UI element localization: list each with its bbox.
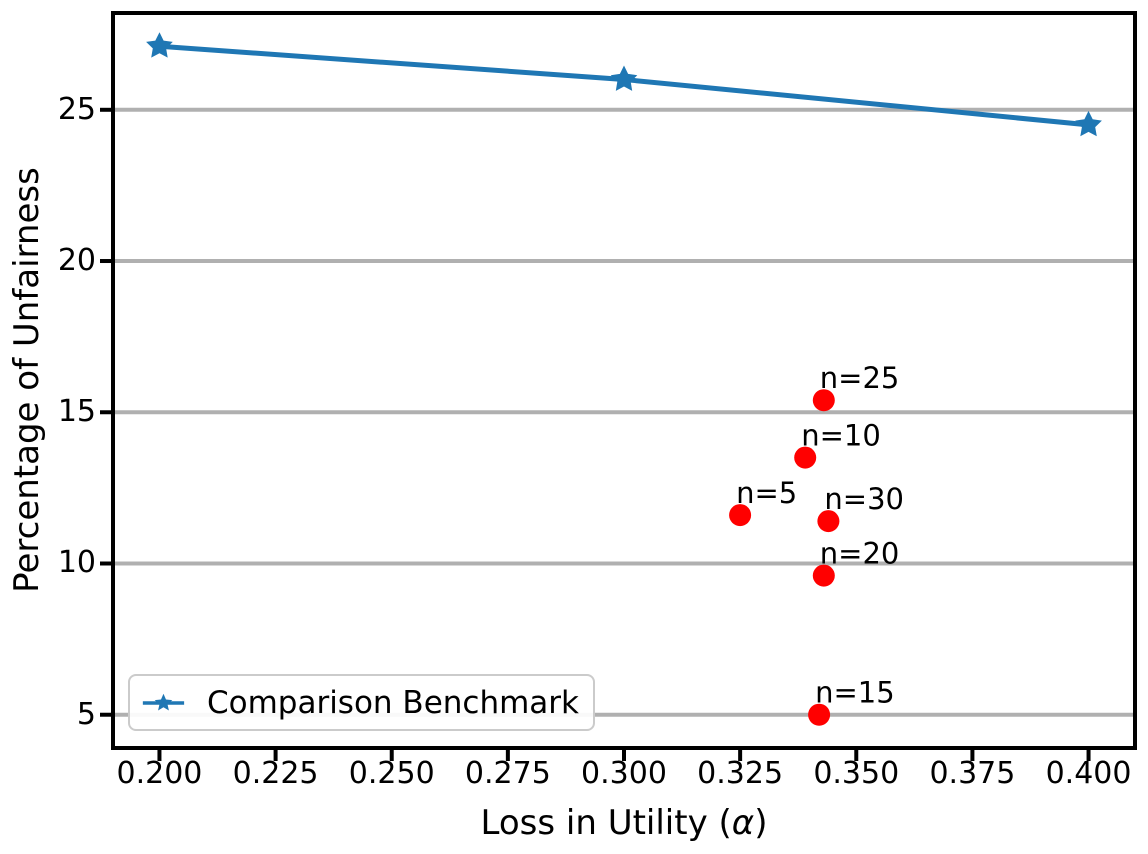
legend-line-star-icon	[142, 693, 185, 710]
plot-border	[111, 11, 1137, 750]
scatter-point-n=30	[817, 510, 840, 533]
y-tick-label: 5	[76, 696, 96, 732]
y-tick-label: 10	[57, 545, 96, 581]
x-tick-label: 0.350	[813, 756, 900, 791]
annotation-n=20: n=20	[820, 537, 900, 571]
scatter-point-n=15	[808, 703, 831, 726]
scatter-point-n=25	[812, 389, 835, 412]
benchmark-star-marker	[1075, 110, 1102, 137]
annotation-n=30: n=30	[824, 482, 904, 516]
annotation-n=5: n=5	[736, 476, 797, 510]
legend-label: Comparison Benchmark	[206, 684, 579, 721]
x-axis-label-prefix: Loss in Utility (	[480, 803, 732, 843]
x-tick-label: 0.225	[232, 756, 319, 791]
x-tick-label: 0.300	[581, 756, 667, 791]
y-tick-label: 25	[57, 91, 96, 127]
legend: Comparison Benchmark	[128, 674, 595, 731]
scatter-point-n=20	[812, 564, 835, 587]
x-tick-label: 0.325	[697, 756, 784, 791]
annotation-n=25: n=25	[820, 361, 900, 395]
x-tick-label: 0.250	[348, 756, 435, 791]
x-axis-label-alpha: α	[731, 803, 755, 843]
scatter-point-n=5	[729, 504, 752, 527]
x-tick-label: 0.400	[1045, 756, 1132, 791]
legend-sample-star	[154, 693, 173, 710]
scatter-point-n=10	[794, 446, 817, 469]
x-axis-label-suffix: )	[754, 803, 768, 843]
benchmark-star-marker	[146, 32, 173, 58]
x-tick-label: 0.275	[464, 756, 551, 791]
x-axis-label: Loss in Utility (α)	[324, 804, 924, 842]
annotation-n=15: n=15	[815, 676, 895, 710]
y-tick-label: 20	[57, 243, 96, 279]
x-tick-label: 0.200	[116, 756, 203, 791]
annotation-n=10: n=10	[801, 419, 881, 453]
y-tick-label: 15	[57, 394, 96, 430]
x-tick-label: 0.375	[929, 756, 1016, 791]
benchmark-star-marker	[610, 65, 638, 91]
